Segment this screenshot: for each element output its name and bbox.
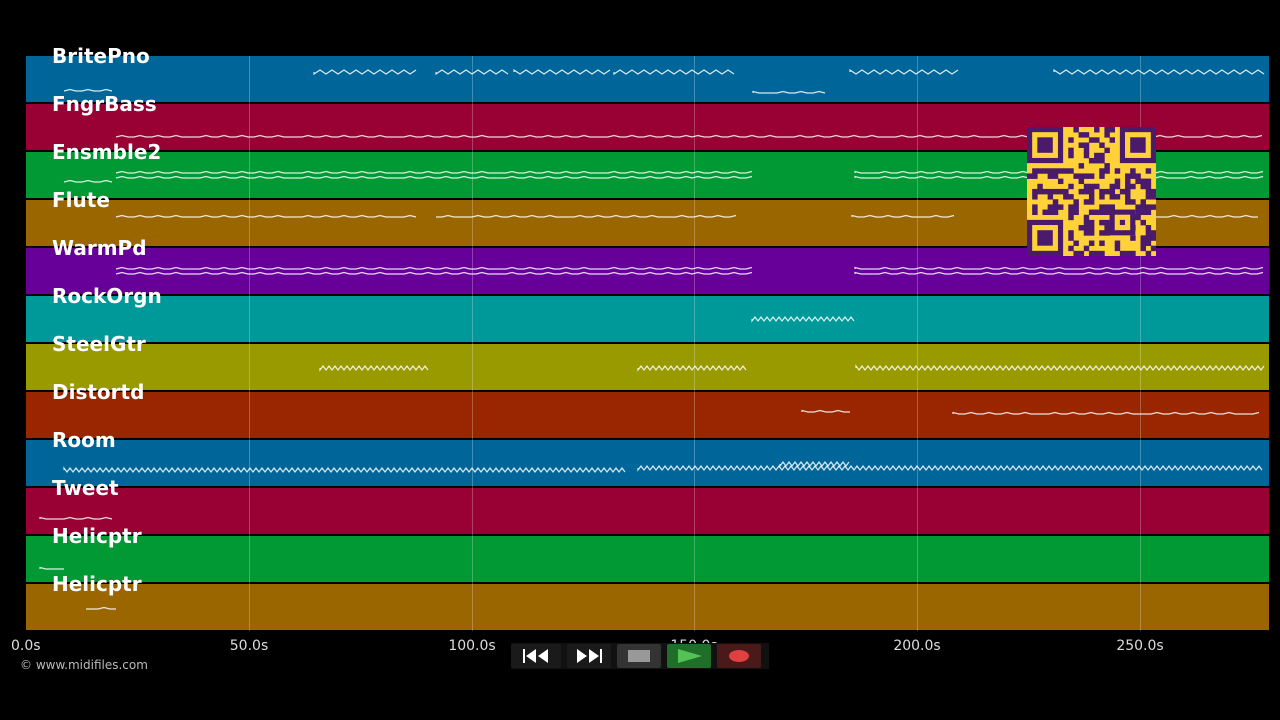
fast-forward-button[interactable] xyxy=(567,644,611,668)
time-tick-label: 50.0s xyxy=(229,638,269,654)
track-label: Distortd xyxy=(52,380,145,404)
gridline xyxy=(472,56,473,631)
record-icon xyxy=(729,650,749,662)
qr-code-icon[interactable] xyxy=(1027,127,1157,257)
record-button[interactable] xyxy=(717,644,761,668)
rewind-button[interactable] xyxy=(511,644,561,668)
gridline xyxy=(694,56,695,631)
track-label: Tweet xyxy=(52,476,119,500)
track-lane[interactable] xyxy=(26,584,1269,630)
time-tick-label: 250.0s xyxy=(1116,638,1164,654)
copyright-text: © www.midifiles.com xyxy=(20,658,148,672)
stop-button[interactable] xyxy=(617,644,661,668)
track-label: BritePno xyxy=(52,44,150,68)
track-label: WarmPd xyxy=(52,236,147,260)
track-label: Helicptr xyxy=(52,572,142,596)
track-label: RockOrgn xyxy=(52,284,162,308)
track-lane[interactable] xyxy=(26,536,1269,582)
track-lane[interactable] xyxy=(26,344,1269,390)
track-lane[interactable] xyxy=(26,56,1269,102)
track-label: Helicptr xyxy=(52,524,142,548)
play-button[interactable] xyxy=(667,644,711,668)
track-label: Flute xyxy=(52,188,110,212)
gridline xyxy=(917,56,918,631)
track-label: Ensmble2 xyxy=(52,140,162,164)
transport-controls xyxy=(511,643,769,669)
play-icon xyxy=(678,649,702,663)
track-lane[interactable] xyxy=(26,488,1269,534)
track-lane[interactable] xyxy=(26,392,1269,438)
fast-forward-icon xyxy=(577,649,602,663)
gridline xyxy=(249,56,250,631)
gridline xyxy=(1140,56,1141,631)
track-label: FngrBass xyxy=(52,92,157,116)
track-lane[interactable] xyxy=(26,296,1269,342)
time-tick-label: 100.0s xyxy=(448,638,496,654)
time-tick-label: 200.0s xyxy=(893,638,941,654)
track-label: SteelGtr xyxy=(52,332,146,356)
rewind-icon xyxy=(523,649,548,663)
track-label: Room xyxy=(52,428,116,452)
stop-icon xyxy=(628,650,650,662)
track-lane[interactable] xyxy=(26,440,1269,486)
time-tick-label: 0.0s xyxy=(11,638,41,654)
